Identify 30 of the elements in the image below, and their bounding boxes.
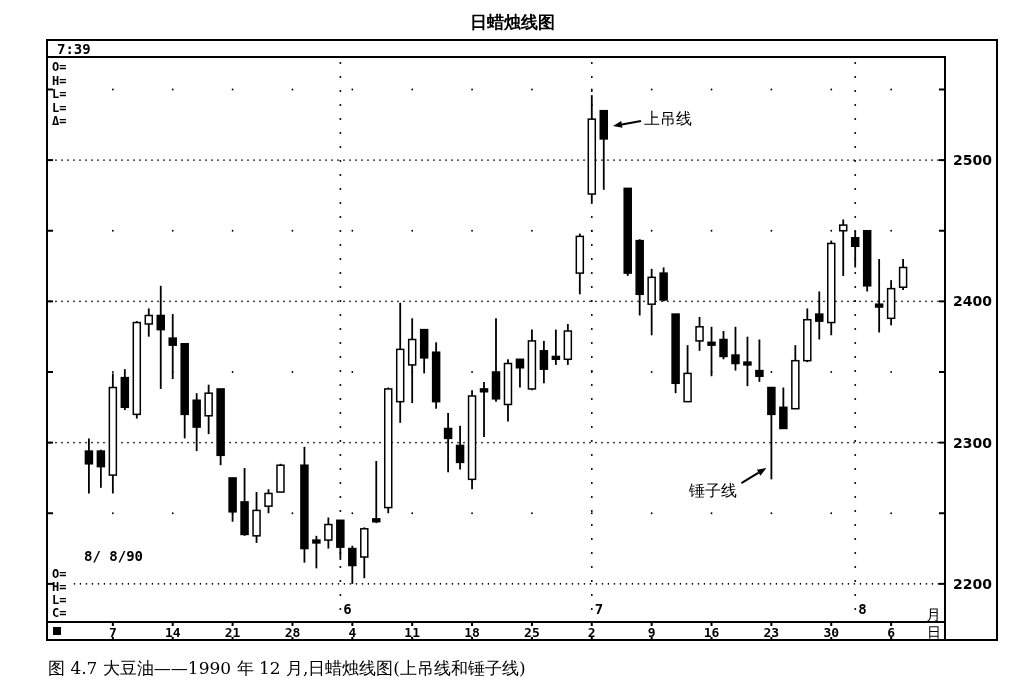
annotation: 7: [594, 601, 604, 617]
x-tick-label: 25: [524, 624, 540, 640]
x-tick-label: 9: [647, 624, 656, 640]
x-tick-label: 2: [587, 624, 596, 640]
annotation: O= H= L= L= Δ=: [52, 60, 67, 128]
annotation: 7:39: [57, 41, 91, 57]
x-tick-label: 21: [224, 624, 241, 640]
x-tick-label: 28: [284, 624, 301, 640]
annotation: 8: [858, 601, 867, 617]
x-tick-label: 18: [464, 624, 481, 640]
y-tick-label: 2200: [953, 575, 993, 592]
x-tick-label: 14: [164, 624, 181, 640]
caption: 图 4.7 大豆油——1990 年 12 月,日蜡烛线图(上吊线和锤子线): [48, 658, 526, 678]
x-tick-label: 4: [348, 624, 357, 640]
x-tick-label: 11: [404, 624, 421, 640]
annotation: 上吊线: [644, 108, 692, 128]
x-tick-label: 6: [887, 624, 896, 640]
x-axis-title: 日: [927, 624, 941, 640]
annotation: 6: [343, 601, 352, 617]
y-tick-label: 2300: [953, 434, 993, 451]
x-tick-label: 7: [108, 624, 117, 640]
y-tick-label: 2500: [953, 152, 993, 169]
annotation: O= H= L= C=: [52, 567, 67, 620]
annotation: 锤子线: [688, 480, 738, 500]
x-tick-label: 16: [703, 624, 720, 640]
x-tick-label: 30: [823, 624, 840, 640]
chart-title: 日蜡烛线图: [469, 12, 555, 32]
x-tick-label: 23: [763, 624, 780, 640]
annotation: 8/ 8/90: [84, 548, 144, 564]
y-tick-label: 2400: [953, 293, 993, 310]
